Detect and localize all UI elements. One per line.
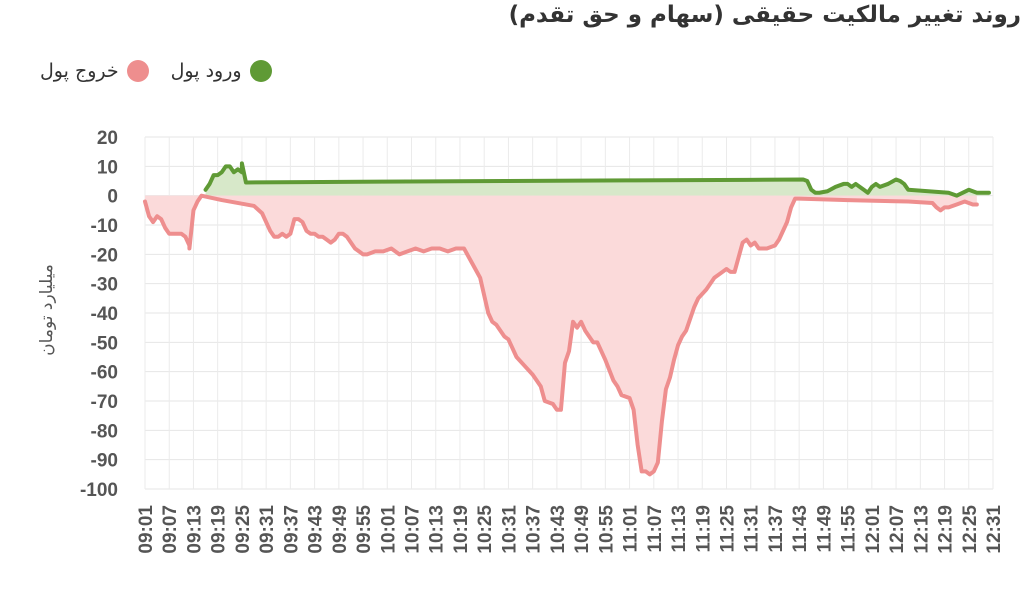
x-tick-label: 11:49: [814, 505, 835, 553]
x-tick-label: 12:31: [984, 505, 1005, 554]
x-tick-label: 09:19: [209, 505, 230, 554]
x-tick-label: 09:25: [233, 505, 254, 554]
series-line-1: [143, 193, 979, 477]
x-tick-label: 10:55: [596, 505, 617, 554]
y-tick-label: -50: [91, 333, 118, 354]
x-tick-label: 09:49: [330, 505, 351, 554]
series-area-0: [205, 163, 989, 196]
x-tick-label: 11:25: [717, 505, 738, 553]
y-tick-label: -30: [91, 275, 118, 296]
x-tick-label: 10:07: [403, 505, 424, 554]
x-tick-label: 11:37: [766, 505, 787, 553]
legend-inflow-label: ورود پول: [170, 60, 242, 82]
y-tick-label: 0: [107, 187, 118, 208]
x-tick-label: 12:07: [887, 505, 908, 554]
y-tick-label: -60: [91, 363, 118, 384]
chart-title: روند تغییر مالکیت حقیقی (سهام و حق تقدم): [508, 2, 1021, 28]
x-tick-label: 09:07: [160, 505, 181, 554]
x-tick-label: 10:37: [524, 505, 545, 554]
y-tick-label: 10: [97, 157, 118, 178]
x-tick-label: 11:43: [790, 505, 811, 553]
x-tick-label: 09:13: [184, 505, 205, 554]
x-tick-label: 11:31: [742, 505, 763, 553]
series-area-1: [145, 195, 977, 475]
x-tick-label: 10:19: [451, 505, 472, 554]
x-tick-label: 10:13: [427, 505, 448, 554]
x-tick-label: 12:25: [960, 505, 981, 554]
x-tick-label: 11:07: [645, 505, 666, 553]
line-layer: [143, 161, 991, 477]
y-axis-label: میلیارد تومان: [37, 264, 57, 356]
y-tick-label: 20: [97, 128, 118, 149]
x-tick-label: 12:01: [863, 505, 884, 554]
x-tick-label: 10:49: [572, 505, 593, 554]
x-tick-label: 11:19: [693, 505, 714, 553]
x-tick-label: 09:43: [306, 505, 327, 554]
y-tick-label: -100: [80, 480, 118, 501]
y-tick-label: -80: [91, 421, 118, 442]
y-tick-label: -70: [91, 392, 118, 413]
x-tick-label: 10:43: [548, 505, 569, 554]
y-tick-label: -10: [91, 216, 118, 237]
x-tick-label: 11:55: [839, 505, 860, 553]
x-tick-label: 12:19: [936, 505, 957, 554]
y-tick-label: -40: [91, 304, 118, 325]
x-tick-label: 12:13: [911, 505, 932, 554]
fill-layer: [145, 163, 989, 475]
series-line-0: [203, 161, 991, 198]
x-tick-label: 10:01: [378, 505, 399, 554]
legend-outflow-swatch: [126, 60, 149, 82]
x-tick-label: 11:01: [621, 505, 642, 553]
x-tick-label: 09:37: [281, 505, 302, 554]
legend-outflow-label: خروج پول: [40, 60, 119, 82]
y-tick-label: -90: [91, 451, 118, 472]
legend-item-outflow[interactable]: خروج پول: [40, 60, 149, 82]
x-tick-label: 09:55: [354, 505, 375, 554]
x-tick-label: 10:31: [499, 505, 520, 554]
legend-inflow-swatch: [249, 60, 272, 82]
x-tick-label: 09:01: [136, 505, 157, 554]
x-tick-label: 11:13: [669, 505, 690, 553]
legend: ورود پول خروج پول: [18, 60, 272, 82]
axis-layer: 20 10 0 -10 -20 -30 -40 -50 -60 -70 -80 -90 -100 09:0…: [80, 128, 1005, 554]
legend-item-inflow[interactable]: ورود پول: [171, 60, 272, 82]
y-tick-label: -20: [91, 245, 118, 266]
x-tick-label: 09:31: [257, 505, 278, 554]
x-tick-label: 10:25: [475, 505, 496, 554]
